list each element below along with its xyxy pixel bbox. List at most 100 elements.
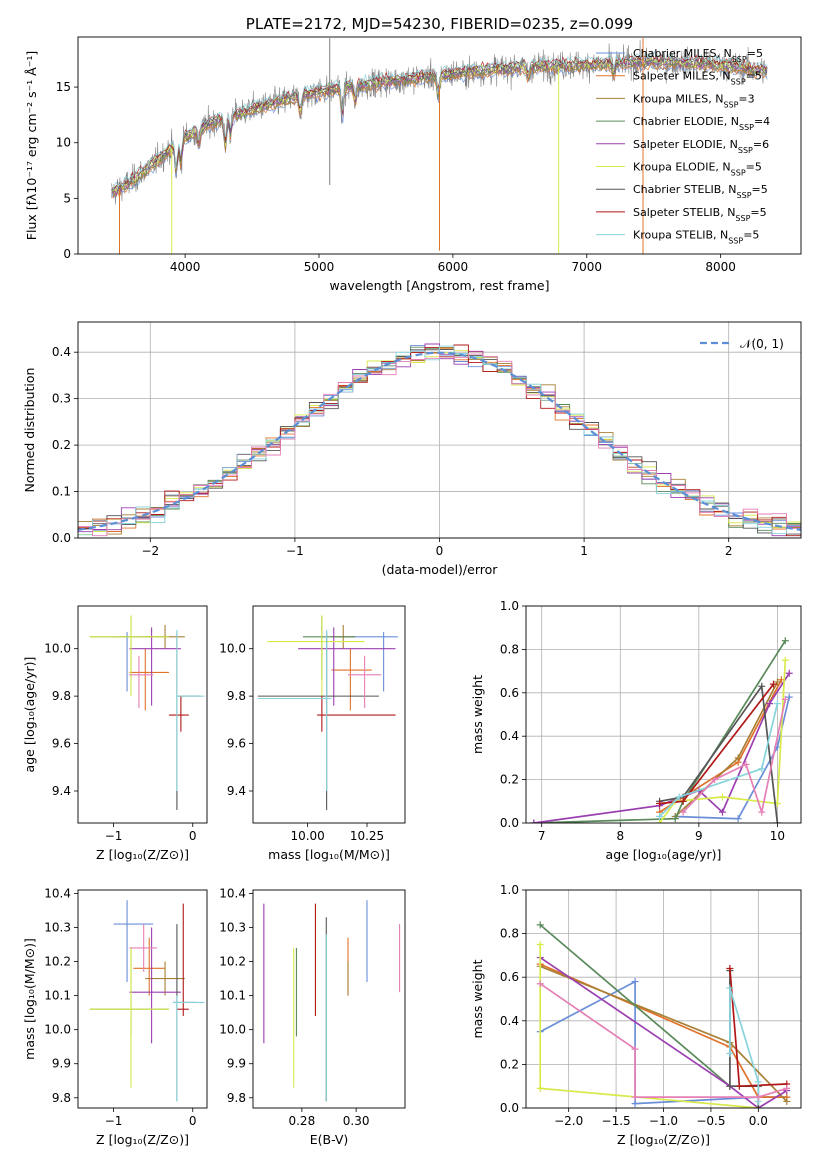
- point-marker-3: [754, 1104, 762, 1108]
- x-tick-label-0: 7: [538, 829, 546, 843]
- point-0: [350, 632, 398, 692]
- y-axis-label: age [log₁₀(age/yr)]: [22, 657, 37, 773]
- point-marker-2: [758, 765, 766, 773]
- series-line: [729, 970, 760, 1108]
- x-tick-label-3: 7000: [572, 260, 603, 274]
- point-0: [113, 632, 154, 692]
- point-5: [89, 947, 170, 1088]
- point-7: [176, 903, 189, 1017]
- x-tick-label-1: 5000: [304, 260, 335, 274]
- axes-frame: [77, 605, 208, 824]
- point-marker-3: [754, 1093, 762, 1101]
- panel-z_mass_weight: −2.0 −1.5 −1.0 −0.5 0.0 0.0 0.2 0.4 0.6 0.8 1.0 Z […: [470, 883, 802, 1147]
- point-marker-4: [783, 1084, 791, 1092]
- point-marker-1: [711, 776, 719, 784]
- y-tick-label-2: 0.2: [52, 438, 71, 452]
- y-tick-label-6: 10.4: [44, 886, 71, 900]
- legend-entry-2: Kroupa MILES, NSSP=3: [633, 92, 755, 109]
- point-9: [129, 924, 158, 972]
- y-tick-label-1: 0.2: [500, 1057, 519, 1071]
- x-tick-label-1: −1: [286, 544, 304, 558]
- legend-entry-gaussian: 𝒩(0, 1): [740, 337, 784, 351]
- point-marker-1: [671, 815, 679, 823]
- x-tick-label-0: −2.0: [554, 1114, 583, 1128]
- y-tick-label-1: 9.6: [52, 737, 71, 751]
- point-marker-3: [773, 700, 781, 708]
- point-marker-1: [536, 1084, 544, 1092]
- z_vs_mass-plot-area: [89, 900, 205, 1102]
- y-tick-label-3: 15: [56, 80, 71, 94]
- spectrum-legend: Chabrier MILES, NSSP=5 Salpeter MILES, NS…: [596, 47, 770, 245]
- y-axis-label: Normed distribution: [22, 368, 37, 493]
- y-tick-label-3: 10.0: [44, 642, 71, 656]
- point-8: [172, 995, 205, 1102]
- y-tick-label-3: 10.1: [219, 989, 246, 1003]
- y-tick-label-2: 9.8: [227, 689, 246, 703]
- point-marker-2: [742, 760, 750, 768]
- x-tick-label-4: 8000: [705, 260, 736, 274]
- x-tick-label-3: 10: [770, 829, 785, 843]
- y-axis-label: mass weight: [470, 959, 485, 1038]
- point-marker-0: [536, 921, 544, 929]
- point-marker-1: [631, 1045, 639, 1053]
- legend-entry-7: Salpeter STELIB, NSSP=5: [633, 206, 767, 223]
- y-tick-label-0: 0.0: [52, 531, 71, 545]
- y-tick-label-4: 0.8: [500, 642, 519, 656]
- y-tick-label-0: 9.4: [227, 784, 246, 798]
- y-tick-label-4: 10.2: [44, 955, 71, 969]
- panel-z_vs_mass: −1 0 9.8 9.9 10.0 10.1 10.2 10.3 10.4 Z [log₁₀(Z/…: [22, 886, 208, 1147]
- axes-frame: [525, 605, 802, 824]
- x-tick-label-0: −2: [141, 544, 159, 558]
- legend-entry-4: Salpeter ELODIE, NSSP=6: [633, 138, 769, 155]
- axes-frame: [77, 36, 802, 255]
- point-7: [317, 696, 396, 732]
- series-7: [656, 680, 777, 807]
- point-marker-3: [758, 808, 766, 816]
- x-tick-label-1: −1.5: [602, 1114, 631, 1128]
- y-tick-label-1: 0.1: [52, 485, 71, 499]
- panel-residuals: −2 −1 0 1 2 0.0 0.1 0.2 0.3 0.4 (data-model)/error…: [22, 321, 802, 577]
- point-marker-4: [766, 700, 774, 708]
- y-tick-label-3: 0.3: [52, 392, 71, 406]
- point-marker-3: [781, 637, 789, 645]
- residuals-plot-area: [78, 343, 801, 537]
- series-9: [679, 695, 789, 816]
- series-line: [659, 703, 779, 818]
- point-marker-3: [785, 693, 793, 701]
- point-6: [257, 632, 379, 810]
- ebv_vs_mass-plot-area: [263, 900, 401, 1102]
- point-marker-0: [530, 819, 538, 823]
- y-tick-label-5: 10.3: [44, 920, 71, 934]
- x-tick-label-2: 9: [695, 829, 703, 843]
- x-tick-label-2: 0: [436, 544, 444, 558]
- x-axis-label: mass [log₁₀(M/M⊙)]: [268, 847, 390, 862]
- legend-entry-6: Chabrier STELIB, NSSP=5: [633, 183, 768, 200]
- y-axis-label: mass [log₁₀(M/M⊙)]: [22, 938, 37, 1060]
- point-marker-1: [734, 815, 742, 823]
- point-0: [113, 900, 154, 982]
- y-tick-label-4: 0.8: [500, 927, 519, 941]
- legend-entry-1: Salpeter MILES, NSSP=5: [633, 70, 762, 87]
- series-line: [533, 640, 787, 823]
- series-line: [729, 987, 760, 1102]
- point-marker-2: [754, 1078, 762, 1086]
- point-marker-2: [631, 1093, 639, 1101]
- point-4: [298, 627, 396, 706]
- point-marker-0: [656, 799, 664, 807]
- point-marker-2: [631, 1100, 639, 1108]
- y-tick-label-3: 10.1: [44, 989, 71, 1003]
- y-tick-label-6: 10.4: [219, 886, 246, 900]
- panel-ebv_vs_mass: 0.28 0.30 9.8 9.9 10.0 10.1 10.2 10.3 10.4 E(B-V): [219, 886, 406, 1147]
- series-8: [726, 984, 762, 1105]
- y-tick-label-2: 0.4: [500, 1014, 519, 1028]
- point-1: [331, 648, 372, 711]
- point-marker-0: [726, 964, 734, 972]
- legend-entry-0: Chabrier MILES, NSSP=5: [633, 47, 763, 64]
- point-8: [176, 629, 205, 791]
- point-marker-0: [536, 980, 544, 988]
- point-marker-1: [734, 754, 742, 762]
- point-8: [257, 629, 332, 791]
- point-marker-4: [781, 695, 789, 703]
- y-tick-label-2: 10: [56, 136, 71, 150]
- x-tick-label-0: −1: [105, 1114, 123, 1128]
